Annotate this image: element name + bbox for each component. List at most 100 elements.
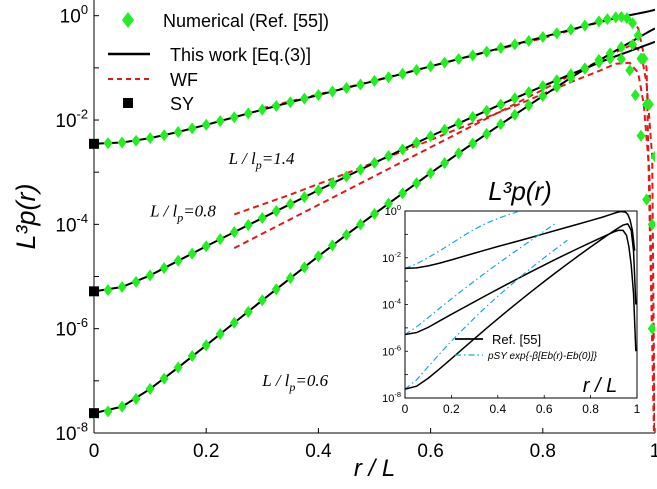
numerical-point bbox=[313, 184, 323, 197]
numerical-point bbox=[285, 96, 295, 109]
numerical-point bbox=[426, 60, 436, 73]
numerical-point bbox=[271, 283, 281, 296]
numerical-point bbox=[642, 98, 652, 111]
numerical-point bbox=[384, 150, 394, 163]
numerical-point bbox=[468, 137, 478, 150]
numerical-point bbox=[285, 272, 295, 285]
numerical-point bbox=[145, 382, 155, 395]
numerical-point bbox=[594, 15, 604, 28]
main-x-tick-label: 0.8 bbox=[530, 441, 556, 462]
numerical-point bbox=[355, 163, 365, 176]
numerical-point bbox=[454, 117, 464, 130]
main-y-tick-label: 10-2 bbox=[55, 106, 88, 132]
numerical-point bbox=[468, 111, 478, 124]
numerical-point bbox=[440, 157, 450, 170]
numerical-point bbox=[630, 89, 640, 102]
numerical-point bbox=[299, 92, 309, 105]
numerical-point bbox=[412, 177, 422, 190]
numerical-point bbox=[616, 52, 626, 65]
inset-approx-line bbox=[405, 222, 557, 336]
numerical-point bbox=[510, 108, 520, 121]
numerical-point bbox=[187, 122, 197, 135]
inset-ref-line bbox=[405, 229, 637, 352]
numerical-point bbox=[201, 339, 211, 352]
numerical-point bbox=[201, 240, 211, 253]
main-x-tick-label: 0.6 bbox=[417, 441, 443, 462]
main-x-axis-label: r / L bbox=[354, 455, 395, 482]
numerical-point bbox=[454, 147, 464, 160]
numerical-point bbox=[103, 284, 113, 297]
numerical-point bbox=[243, 305, 253, 318]
numerical-point bbox=[605, 47, 615, 60]
sy-point bbox=[89, 408, 99, 419]
numerical-point bbox=[257, 212, 267, 225]
numerical-point bbox=[566, 23, 576, 36]
inset-y-tick-label: 10-6 bbox=[382, 343, 401, 358]
legend-label: This work [Eq.(3)] bbox=[170, 45, 311, 65]
inset-y-tick-label: 10-8 bbox=[382, 390, 401, 405]
numerical-point bbox=[257, 103, 267, 116]
numerical-point bbox=[271, 205, 281, 218]
numerical-point bbox=[384, 71, 394, 84]
main-chart: 10-8 10-6 10-4 10-2 100 0 0.2 0.4 0.6 0.8 1 r / L L³… bbox=[11, 0, 657, 482]
curve-annotation: L / lp=0.8 bbox=[149, 202, 216, 225]
numerical-point bbox=[594, 53, 604, 66]
numerical-point bbox=[611, 11, 621, 24]
numerical-point bbox=[187, 247, 197, 260]
numerical-point bbox=[524, 99, 534, 112]
numerical-point bbox=[580, 19, 590, 32]
numerical-point bbox=[243, 107, 253, 120]
numerical-point bbox=[412, 136, 422, 149]
inset-x-tick-label: 0.8 bbox=[582, 402, 599, 416]
numerical-point bbox=[482, 104, 492, 117]
main-y-tick-label: 100 bbox=[60, 2, 88, 28]
main-plot-area bbox=[94, 8, 655, 433]
numerical-point bbox=[159, 372, 169, 385]
numerical-point bbox=[341, 81, 351, 94]
numerical-point bbox=[229, 316, 239, 329]
inset-ref-line bbox=[405, 211, 636, 270]
sy-point bbox=[89, 138, 99, 149]
numerical-point bbox=[510, 38, 520, 51]
inset-ref-line bbox=[405, 223, 637, 390]
wf-line bbox=[233, 61, 655, 433]
numerical-point bbox=[271, 99, 281, 112]
numerical-point bbox=[454, 52, 464, 65]
legend-diamond-marker bbox=[122, 12, 134, 28]
numerical-point bbox=[327, 239, 337, 252]
numerical-point bbox=[496, 118, 506, 131]
numerical-point bbox=[616, 41, 626, 54]
inset-title: L³p(r) bbox=[488, 176, 552, 206]
numerical-point bbox=[602, 13, 612, 26]
numerical-point bbox=[159, 129, 169, 142]
numerical-point bbox=[538, 31, 548, 44]
numerical-point bbox=[625, 64, 635, 77]
inset-x-axis-label: r / L bbox=[583, 375, 617, 397]
numerical-point bbox=[131, 134, 141, 147]
numerical-point bbox=[636, 129, 646, 142]
numerical-point bbox=[257, 294, 267, 307]
numerical-point bbox=[131, 275, 141, 288]
numerical-point bbox=[313, 88, 323, 101]
inset-chart: 10-8 10-6 10-4 10-2 100 0 0.2 0.4 0.6 0.8 1 L³p(r) r… bbox=[382, 176, 641, 416]
numerical-point bbox=[440, 123, 450, 136]
numerical-point bbox=[370, 74, 379, 87]
inset-x-tick-label: 0.2 bbox=[443, 402, 460, 416]
numerical-point bbox=[327, 177, 337, 190]
inset-plot-area bbox=[405, 211, 637, 390]
numerical-point bbox=[370, 156, 379, 169]
numerical-point bbox=[482, 45, 492, 58]
inset-x-tick-label: 0.4 bbox=[489, 402, 506, 416]
main-x-tick-label: 1 bbox=[650, 441, 657, 462]
numerical-point bbox=[159, 262, 169, 275]
numerical-point bbox=[117, 280, 127, 293]
inset-legend: Ref. [55] pSY exp{-β[Eb(r)-Eb(0)]} bbox=[455, 332, 598, 362]
inset-y-tick-label: 10-2 bbox=[382, 250, 401, 265]
numerical-point bbox=[426, 130, 436, 143]
inset-legend-label: pSY exp{-β[Eb(r)-Eb(0)]} bbox=[487, 351, 598, 362]
numerical-point bbox=[398, 187, 408, 200]
numerical-point bbox=[173, 254, 183, 267]
numerical-point bbox=[355, 78, 365, 91]
inset-y-tick-label: 100 bbox=[385, 203, 401, 218]
